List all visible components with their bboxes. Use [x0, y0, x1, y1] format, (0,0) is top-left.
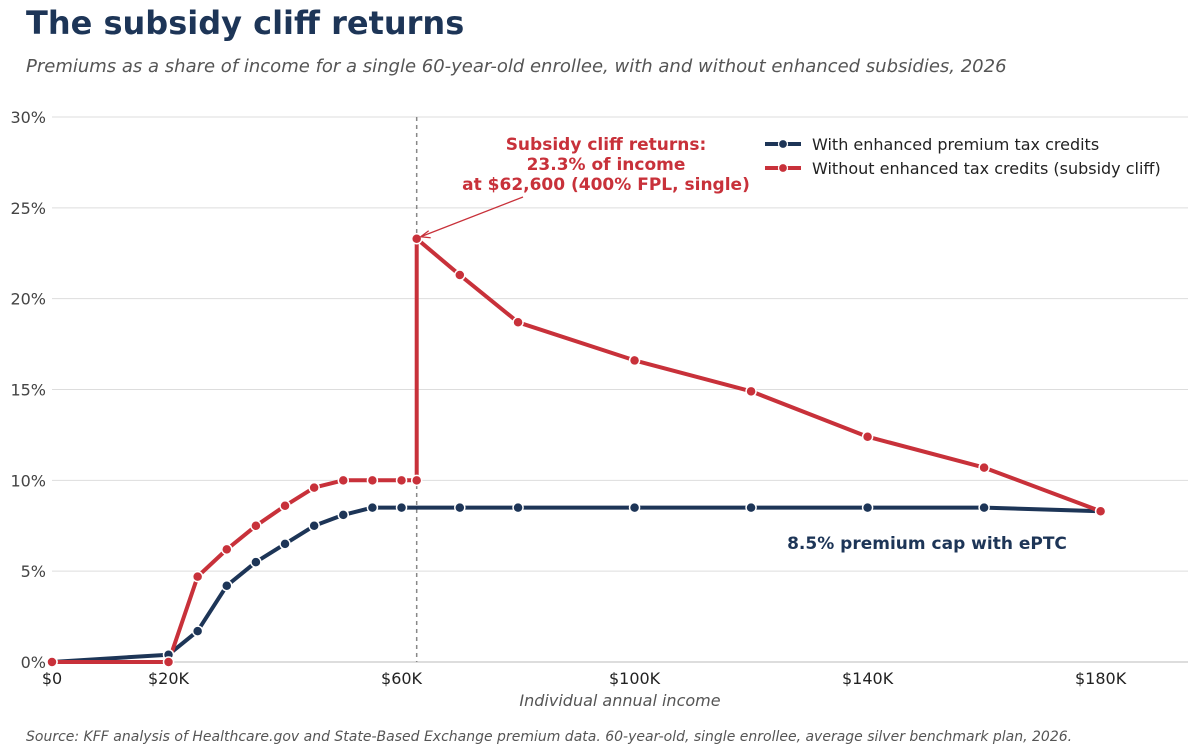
legend-label: Without enhanced tax credits (subsidy cl… [812, 159, 1161, 178]
data-point-with-eptc [395, 501, 408, 514]
y-tick-label: 5% [21, 562, 46, 581]
data-point-with-eptc [745, 501, 757, 514]
y-tick-label: 25% [10, 199, 46, 218]
data-point-without-eptc [1094, 505, 1107, 517]
data-point-without-eptc [628, 354, 641, 367]
cliff-annotation-arrow [420, 196, 524, 238]
y-tick-label: 20% [10, 290, 46, 309]
data-point-with-eptc [366, 501, 379, 514]
y-tick-label: 10% [10, 471, 46, 490]
data-point-with-eptc [250, 556, 262, 568]
tick-layer: 0% 5% 10% 15% 20% 25% 30% $0 $20K $60K $100K $140K $… [10, 108, 1126, 688]
data-point-with-eptc [512, 501, 524, 514]
data-point-without-eptc [279, 500, 291, 512]
line-chart: 0% 5% 10% 15% 20% 25% 30% $0 $20K $60K $100K $140K $… [10, 108, 1188, 710]
y-tick-label: 15% [10, 381, 46, 400]
legend-swatch-marker [777, 138, 789, 150]
x-tick-label: $180K [1075, 669, 1127, 688]
data-point-without-eptc [308, 481, 320, 494]
x-tick-label: $60K [381, 669, 423, 688]
legend: With enhanced premium tax credits Without… [765, 135, 1161, 178]
legend-label: With enhanced premium tax credits [812, 135, 1099, 154]
data-point-without-eptc [250, 520, 262, 532]
grid-layer [52, 116, 1188, 663]
x-tick-label: $100K [609, 669, 661, 688]
data-point-without-eptc [221, 543, 233, 556]
data-point-without-eptc [410, 232, 423, 245]
series-layer [46, 232, 1107, 668]
data-point-with-eptc [454, 501, 466, 514]
series-line-with-eptc [50, 505, 1103, 664]
x-tick-label: $0 [42, 669, 62, 688]
cliff-annotation-text: Subsidy cliff returns: [506, 135, 707, 155]
data-point-without-eptc [366, 474, 379, 487]
data-point-without-eptc [395, 474, 408, 487]
cliff-annotation-arrowhead [418, 230, 431, 239]
data-point-without-eptc [162, 656, 175, 668]
x-axis-label: Individual annual income [519, 691, 720, 710]
data-point-with-eptc [221, 579, 233, 592]
data-point-with-eptc [279, 538, 291, 550]
data-point-with-eptc [337, 509, 350, 521]
data-point-with-eptc [978, 501, 990, 514]
chart-subtitle: Premiums as a share of income for a sing… [26, 56, 1007, 77]
source-note: Source: KFF analysis of Healthcare.gov a… [26, 729, 1073, 745]
data-point-without-eptc [454, 269, 466, 281]
cap-annotation-text: 8.5% premium cap with ePTC [787, 534, 1067, 554]
y-tick-label: 30% [10, 108, 46, 127]
y-tick-label: 0% [21, 653, 46, 672]
data-point-without-eptc [978, 461, 990, 474]
data-point-without-eptc [861, 430, 874, 443]
cliff-annotation-text: at $62,600 (400% FPL, single) [462, 175, 750, 195]
data-point-with-eptc [628, 501, 641, 514]
data-point-without-eptc [512, 316, 524, 329]
x-tick-label: $20K [148, 669, 190, 688]
data-point-without-eptc [410, 474, 423, 487]
cliff-annotation-text: 23.3% of income [527, 155, 686, 175]
data-point-without-eptc [46, 656, 58, 668]
series-line-without-eptc [50, 236, 1103, 664]
chart-title: The subsidy cliff returns [26, 4, 465, 42]
x-tick-label: $140K [842, 669, 894, 688]
legend-swatch-marker [777, 162, 789, 174]
data-point-with-eptc [308, 520, 320, 532]
annotations: Subsidy cliff returns:23.3% of incomeat … [418, 135, 1067, 554]
data-point-with-eptc [191, 625, 204, 637]
data-point-without-eptc [191, 570, 204, 583]
data-point-without-eptc [337, 474, 350, 487]
data-point-with-eptc [861, 501, 874, 514]
data-point-without-eptc [745, 385, 757, 398]
